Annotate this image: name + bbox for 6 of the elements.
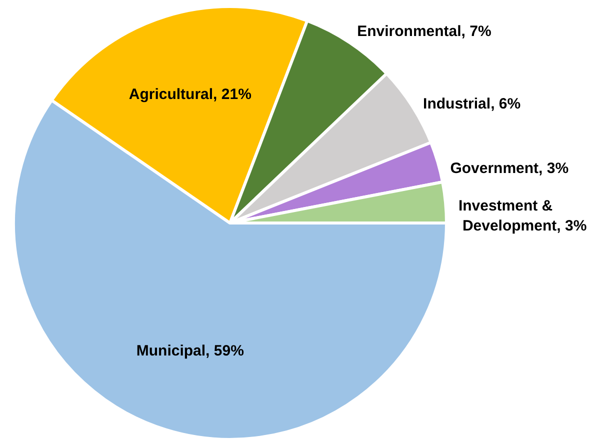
slice-label: Environmental, 7%	[357, 23, 492, 40]
slice-label: Municipal, 59%	[136, 342, 244, 360]
slice-label: Government, 3%	[450, 160, 569, 177]
slice-label: Agricultural, 21%	[128, 86, 252, 103]
slice-label: Industrial, 6%	[423, 95, 521, 112]
slice-label: Investment & Development, 3%	[458, 197, 587, 234]
